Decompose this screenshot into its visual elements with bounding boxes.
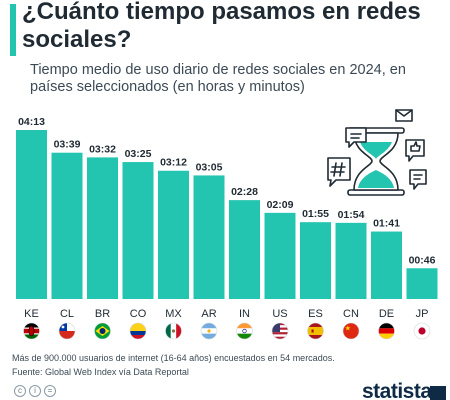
footnote-source: Fuente: Global Web Index vía Data Report… bbox=[12, 367, 189, 377]
category-label: DE bbox=[379, 308, 394, 320]
statista-logo-mark bbox=[430, 386, 446, 400]
colombia-flag bbox=[129, 322, 147, 340]
chile-flag bbox=[58, 322, 76, 340]
bar-in bbox=[229, 200, 260, 299]
category-label: CN bbox=[343, 308, 359, 320]
category-label: BR bbox=[95, 308, 110, 320]
category-label: ES bbox=[308, 308, 323, 320]
kenya-flag bbox=[23, 322, 40, 340]
usa-flag bbox=[271, 322, 289, 340]
bar-value-label: 02:28 bbox=[231, 186, 258, 198]
category-label: IN bbox=[239, 308, 250, 320]
india-flag bbox=[236, 322, 253, 340]
bar-value-label: 03:05 bbox=[196, 161, 223, 173]
bar-jp bbox=[406, 268, 438, 299]
bar-br bbox=[87, 157, 118, 299]
hourglass-illustration bbox=[327, 109, 427, 196]
bar-ke bbox=[16, 130, 47, 299]
bar-value-label: 00:46 bbox=[409, 254, 436, 266]
creative-commons-icon[interactable]: c bbox=[14, 385, 26, 397]
bar-de bbox=[371, 231, 402, 299]
mexico-flag bbox=[165, 322, 182, 340]
bar-us bbox=[264, 212, 296, 299]
info-icon[interactable]: i bbox=[29, 385, 41, 397]
spain-flag bbox=[307, 322, 324, 340]
bar-value-label: 03:12 bbox=[160, 157, 187, 169]
japan-flag bbox=[413, 322, 431, 340]
bar-ar bbox=[193, 175, 225, 299]
chart-title: ¿Cuánto tiempo pasamos en redes sociales… bbox=[22, 0, 421, 53]
footnote-survey: Más de 900.000 usuarios de internet (16-… bbox=[12, 353, 335, 363]
argentina-flag bbox=[200, 322, 218, 340]
chart-subtitle: Tiempo medio de uso diario de redes soci… bbox=[30, 62, 406, 95]
category-label: CO bbox=[130, 308, 147, 320]
bar-value-label: 02:09 bbox=[267, 199, 294, 211]
bar-value-label: 01:55 bbox=[302, 208, 329, 220]
bar-value-label: 01:41 bbox=[373, 218, 400, 230]
bars-group: 04:13 KE 03:39 CL 03:32 BR 03:25 CO 03:12 MX 03:05… bbox=[16, 116, 438, 320]
bar-value-label: 04:13 bbox=[18, 116, 45, 128]
license-icons: c i = bbox=[14, 385, 56, 397]
bar-value-label: 03:25 bbox=[125, 148, 152, 160]
statista-logo[interactable]: statista bbox=[362, 380, 432, 400]
category-label: AR bbox=[201, 308, 216, 320]
bar-cl bbox=[51, 152, 83, 299]
bar-value-label: 03:32 bbox=[89, 143, 116, 155]
bar-es bbox=[300, 222, 331, 299]
title-accent-bar bbox=[10, 4, 16, 56]
equals-icon[interactable]: = bbox=[44, 385, 56, 397]
category-label: KE bbox=[24, 308, 39, 320]
category-label: JP bbox=[416, 308, 429, 320]
china-flag bbox=[342, 322, 360, 340]
bar-mx bbox=[158, 170, 189, 299]
category-label: US bbox=[272, 308, 287, 320]
flags-group bbox=[23, 322, 431, 340]
bar-value-label: 01:54 bbox=[338, 209, 365, 221]
category-label: CL bbox=[60, 308, 74, 320]
bar-value-label: 03:39 bbox=[54, 139, 81, 151]
bar-cn bbox=[335, 222, 367, 299]
brazil-flag bbox=[94, 322, 111, 340]
category-label: MX bbox=[165, 308, 182, 320]
bar-co bbox=[122, 162, 154, 299]
germany-flag bbox=[378, 322, 395, 340]
